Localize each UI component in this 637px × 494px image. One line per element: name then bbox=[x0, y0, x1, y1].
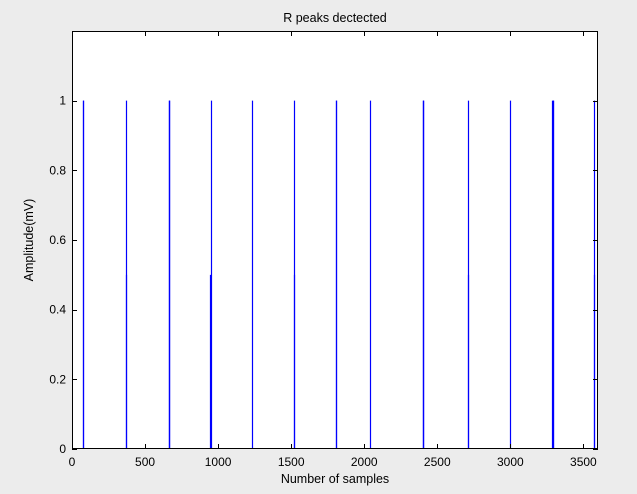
chart-title: R peaks dectected bbox=[283, 11, 387, 25]
x-tick-label: 0 bbox=[69, 455, 76, 469]
y-tick-label: 1 bbox=[59, 94, 66, 108]
tick-labels: 0 500 1000 1500 2000 2500 3000 3500 0 0.2 0.4 0.6 0.… bbox=[49, 94, 597, 469]
x-tick-label: 500 bbox=[135, 455, 155, 469]
axis-ticks bbox=[72, 31, 598, 450]
y-tick-label: 0.4 bbox=[49, 303, 66, 317]
y-axis-label: Amplitude(mV) bbox=[22, 199, 36, 282]
x-axis-label: Number of samples bbox=[281, 472, 389, 486]
y-tick-label: 0.6 bbox=[49, 233, 66, 247]
y-tick-label: 0.8 bbox=[49, 163, 66, 177]
x-tick-label: 1500 bbox=[278, 455, 305, 469]
x-tick-label: 2500 bbox=[424, 455, 451, 469]
stem-series bbox=[82, 100, 596, 449]
y-tick-label: 0.2 bbox=[49, 372, 66, 386]
plot-area bbox=[72, 31, 598, 449]
x-tick-label: 3000 bbox=[497, 455, 524, 469]
x-tick-label: 3500 bbox=[570, 455, 597, 469]
x-tick-label: 2000 bbox=[351, 455, 378, 469]
y-tick-label: 0 bbox=[59, 442, 66, 456]
x-tick-label: 1000 bbox=[205, 455, 232, 469]
